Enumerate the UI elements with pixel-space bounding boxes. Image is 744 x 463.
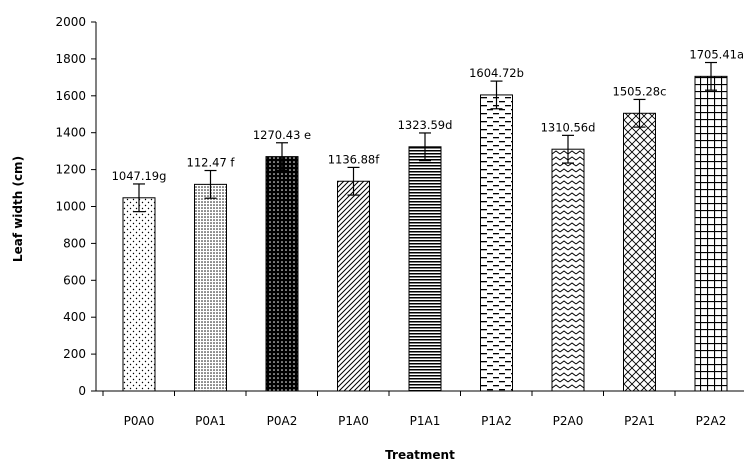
- y-tick-label: 800: [63, 236, 86, 250]
- y-axis: 0 200 400 600 800 1000 1200 1400 1600 1800 2000: [55, 15, 97, 398]
- bar-p2a1: [623, 112, 656, 392]
- x-axis: P0A0 P0A1 P0A2 P1A0 P1A1 P1A2 P2A0 P2A1 P2A2: [96, 390, 744, 428]
- bar-p1a1: [408, 146, 442, 392]
- bar-p0a1: [194, 183, 227, 392]
- y-tick-label: 0: [78, 384, 86, 398]
- error-bar-p0a1: [204, 169, 217, 199]
- error-bar-p0a2: [276, 142, 288, 172]
- x-tick-label-p1a1: P1A1: [410, 414, 441, 428]
- error-bar-p1a1: [419, 132, 431, 162]
- y-tick-label: 1800: [55, 52, 86, 66]
- error-bar-p2a2: [705, 61, 717, 91]
- data-label-p2a2: 1705.41a: [689, 48, 744, 62]
- y-tick-label: 1200: [55, 163, 86, 177]
- bar-p0a2: [265, 156, 299, 392]
- data-label-p0a1: 112.47 f: [187, 156, 236, 170]
- data-label-p2a1: 1505.28c: [613, 84, 667, 98]
- data-label-p1a2: 1604.72b: [469, 66, 524, 80]
- x-tick-label-p2a0: P2A0: [553, 414, 584, 428]
- x-tick-label-p2a2: P2A2: [696, 414, 727, 428]
- bar-p1a0: [337, 180, 370, 392]
- data-label-p1a0: 1136.88f: [328, 152, 381, 166]
- y-tick-label: 1600: [55, 89, 86, 103]
- y-tick-label: 1000: [55, 200, 86, 214]
- bar-p2a2: [694, 75, 728, 392]
- bar-p2a0: [551, 148, 585, 392]
- data-label-p0a0: 1047.19g: [112, 169, 167, 183]
- error-bar-p2a0: [562, 134, 574, 164]
- x-axis-title: Treatment: [385, 448, 455, 462]
- error-bar-p2a1: [633, 98, 646, 128]
- y-tick-label: 2000: [55, 15, 86, 29]
- error-bar-p1a0: [347, 166, 360, 196]
- data-label-p0a2: 1270.43 e: [253, 128, 311, 142]
- y-tick-label: 400: [63, 310, 86, 324]
- x-tick-label-p0a2: P0A2: [267, 414, 298, 428]
- y-tick-label: 600: [63, 273, 86, 287]
- error-bar-p1a2: [490, 80, 503, 110]
- bar-p1a2: [480, 94, 513, 392]
- data-label-p2a0: 1310.56d: [541, 120, 596, 134]
- y-tick-label: 200: [63, 347, 86, 361]
- x-tick-label-p1a2: P1A2: [481, 414, 512, 428]
- x-tick-label-p2a1: P2A1: [624, 414, 655, 428]
- y-tick-label: 1400: [55, 126, 86, 140]
- x-tick-label-p1a0: P1A0: [338, 414, 369, 428]
- y-axis-title: Leaf width (cm): [11, 156, 25, 262]
- x-tick-label-p0a0: P0A0: [124, 414, 155, 428]
- bars: 1047.19g 112.47 f 1270.43 e 1136.88f 1323.59…: [112, 48, 744, 392]
- bar-p0a0: [122, 197, 156, 392]
- data-label-p1a1: 1323.59d: [398, 118, 453, 132]
- error-bar-p0a0: [133, 183, 145, 213]
- x-tick-label-p0a1: P0A1: [195, 414, 226, 428]
